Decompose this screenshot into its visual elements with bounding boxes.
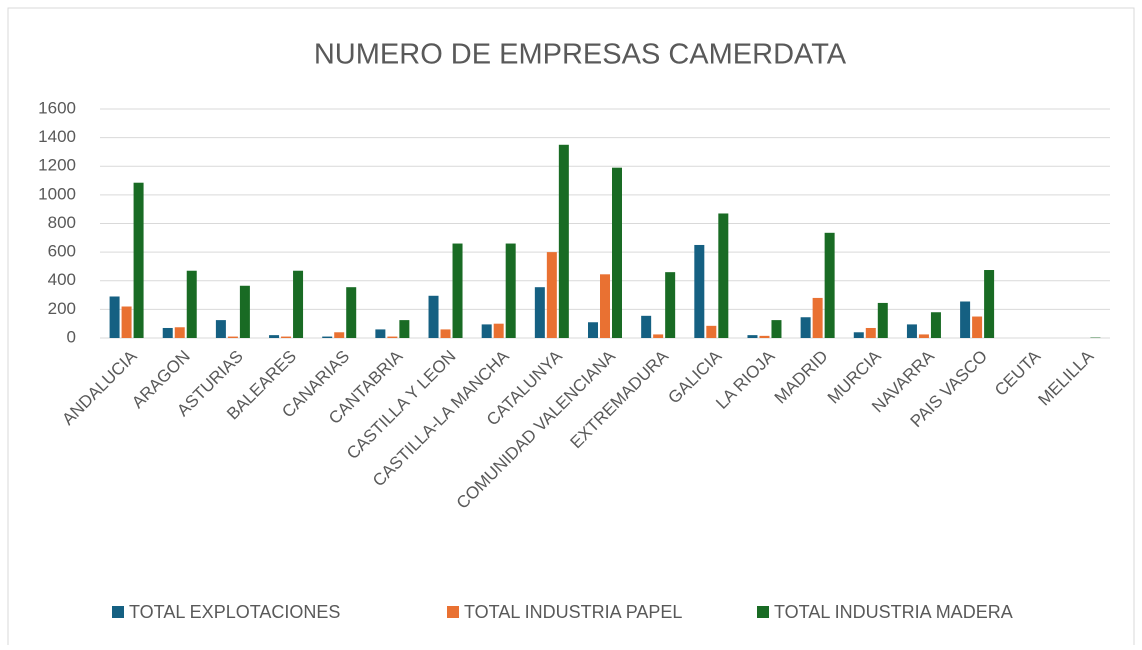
bar (653, 334, 663, 338)
legend-swatch (757, 606, 769, 618)
bar (878, 303, 888, 338)
bar (972, 317, 982, 338)
y-tick-label: 800 (48, 213, 76, 232)
bar (559, 145, 569, 338)
bar (866, 328, 876, 338)
bar (281, 337, 291, 338)
bar (706, 326, 716, 338)
y-tick-label: 1600 (38, 98, 76, 117)
bar (134, 183, 144, 338)
bar (535, 287, 545, 338)
bar (269, 335, 279, 338)
bar (110, 296, 120, 338)
bar (641, 316, 651, 338)
bar (665, 272, 675, 338)
legend-swatch (112, 606, 124, 618)
y-tick-label: 600 (48, 242, 76, 261)
y-tick-label: 200 (48, 299, 76, 318)
bar (718, 213, 728, 338)
bar (334, 332, 344, 338)
bar (293, 271, 303, 338)
y-tick-label: 1200 (38, 156, 76, 175)
y-tick-label: 1400 (38, 127, 76, 146)
bar (346, 287, 356, 338)
legend-label: TOTAL INDUSTRIA PAPEL (464, 602, 682, 622)
bar (801, 317, 811, 338)
legend-label: TOTAL INDUSTRIA MADERA (774, 602, 1013, 622)
bar (453, 244, 463, 338)
y-tick-label: 400 (48, 270, 76, 289)
bar (163, 328, 173, 338)
bar (228, 337, 238, 338)
bar (694, 245, 704, 338)
bar (825, 233, 835, 338)
bar (854, 332, 864, 338)
bar (747, 335, 757, 338)
bar (813, 298, 823, 338)
chart-title: NUMERO DE EMPRESAS CAMERDATA (314, 39, 847, 71)
y-tick-label: 1000 (38, 184, 76, 203)
bar (429, 296, 439, 338)
bar (375, 329, 385, 338)
bar (600, 274, 610, 338)
bar (759, 336, 769, 338)
bar (506, 244, 516, 338)
bar (441, 329, 451, 338)
bar (494, 324, 504, 338)
bar (122, 307, 132, 338)
bar (907, 324, 917, 338)
bar (322, 337, 332, 338)
bar (547, 252, 557, 338)
bar (931, 312, 941, 338)
legend-label: TOTAL EXPLOTACIONES (129, 602, 340, 622)
bar (216, 320, 226, 338)
legend-swatch (447, 606, 459, 618)
bar (399, 320, 409, 338)
bar (240, 286, 250, 338)
bar (612, 168, 622, 338)
bar (984, 270, 994, 338)
bar (960, 302, 970, 338)
y-tick-label: 0 (67, 327, 76, 346)
bar (175, 327, 185, 338)
bar (588, 322, 598, 338)
bar (771, 320, 781, 338)
bar (387, 337, 397, 338)
bar (187, 271, 197, 338)
bar (919, 334, 929, 338)
bar (482, 324, 492, 338)
